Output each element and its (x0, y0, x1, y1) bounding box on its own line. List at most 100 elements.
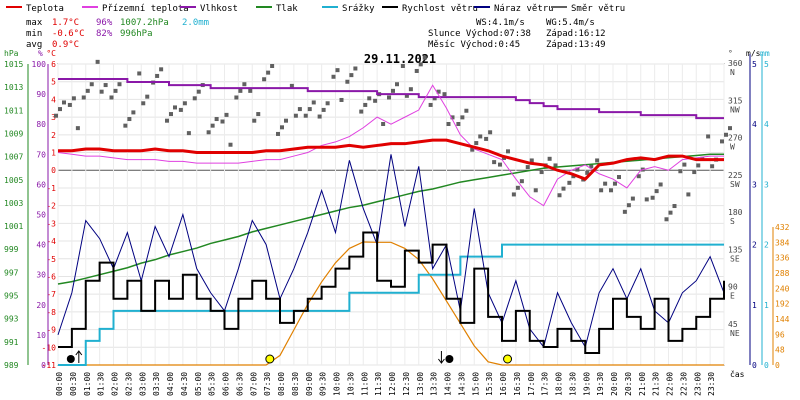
direction-name: NW (730, 105, 740, 114)
wind-direction-point (474, 141, 479, 146)
wind-direction-point (113, 88, 118, 93)
direction-axis-label: ° (728, 49, 733, 58)
humidity-tick: 90 (36, 90, 46, 99)
wind-direction-point (159, 67, 164, 72)
legend-label-1: Přízemní teplota (102, 4, 189, 14)
x-tick: 14:30 (457, 372, 466, 396)
wind-direction-point (62, 100, 66, 105)
wind-direction-point (242, 82, 247, 87)
solar-tick: 336 (775, 254, 790, 263)
wind-axis-label: m/s (746, 49, 761, 58)
x-tick: 12:30 (402, 372, 411, 396)
wind-direction-point (658, 182, 663, 187)
stat-min-temp: -0.6°C (52, 29, 85, 39)
wind-direction-point (54, 113, 58, 118)
wind-direction-point (256, 112, 261, 117)
wind-direction-point (460, 115, 465, 120)
temp-tick: -8 (46, 308, 56, 317)
wind-direction-point (484, 136, 489, 141)
wind-direction-point (599, 188, 604, 193)
wind-direction-point (636, 174, 641, 179)
wind-direction-point (519, 179, 524, 184)
wind-direction-point (428, 102, 433, 107)
x-tick: 00:30 (69, 372, 78, 396)
legend: Teplota Přízemní teplota Vlhkost Tlak Srážky… (6, 4, 625, 14)
stats-block: max 1.7°C 96% 1007.2hPa 2.0mm min -0.6°C… (26, 18, 209, 50)
x-tick: 07:30 (263, 372, 272, 396)
ground-temp-line (57, 84, 724, 207)
x-tick: 11:30 (374, 372, 383, 396)
humidity-tick: 50 (36, 211, 46, 220)
stat-avg-label: avg (26, 40, 42, 50)
stat-min-press: 996hPa (120, 29, 153, 39)
moonset-marker (445, 355, 454, 363)
humidity-tick: 10 (36, 331, 46, 340)
temp-tick: 5 (51, 78, 56, 87)
wind-direction-point (511, 192, 516, 197)
pressure-tick: 1011 (4, 106, 23, 115)
wind-direction-point (196, 89, 201, 94)
wind-direction-point (238, 88, 243, 93)
wind-tick: 3 (752, 180, 757, 189)
wind-direction-point (408, 87, 413, 92)
direction-name: N (730, 68, 735, 77)
x-axis: 00:00 00:30 01:00 01:30 02:00 02:30 03:00 03:30… (55, 369, 745, 396)
legend-label-2: Vlhkost (200, 4, 238, 14)
wind-direction-point (307, 107, 312, 112)
wind-direction-point (654, 189, 659, 194)
wind-direction-point (270, 64, 275, 68)
legend-label-7: Směr větru (571, 4, 625, 14)
temp-tick: -10 (42, 343, 57, 352)
wind-direction-point (488, 130, 493, 135)
wind-direction-point (418, 62, 423, 67)
wind-direction-point (127, 117, 132, 122)
moon-rise: Měsíc Východ:0:45 (428, 40, 520, 50)
wind-direction-point (672, 204, 677, 209)
wind-tick: 1 (752, 301, 757, 310)
wind-direction-point (321, 107, 326, 112)
wind-direction-point (58, 107, 62, 112)
x-tick: 14:00 (444, 372, 453, 396)
pressure-tick: 1013 (4, 83, 23, 92)
wind-direction-point (617, 175, 621, 180)
temp-tick: -1 (46, 184, 56, 193)
x-tick: 20:30 (624, 372, 633, 396)
x-tick: 17:00 (527, 372, 536, 396)
wind-direction-point (373, 98, 378, 103)
sun-set: Západ:16:12 (546, 29, 606, 39)
wind-direction-point (165, 118, 169, 123)
wind-direction-point (325, 101, 330, 106)
temp-tick: -3 (46, 219, 56, 228)
sun-moon-info: WS:4.1m/s WG:5.4m/s Slunce Východ:07:38 … (428, 18, 606, 50)
wind-direction-point (224, 112, 229, 117)
wind-direction-point (728, 126, 732, 131)
wind-direction-point (123, 123, 128, 128)
x-tick: 18:30 (568, 372, 577, 396)
wind-direction-point (414, 68, 419, 73)
humidity-tick: 80 (36, 120, 46, 129)
wind-direction-point (585, 170, 590, 175)
wind-direction-point (192, 96, 197, 101)
temp-tick: 1 (51, 149, 56, 158)
wind-direction-point (470, 147, 475, 152)
wind-direction-point (252, 118, 257, 123)
wind-direction-point (276, 131, 280, 136)
plot-area (54, 55, 732, 366)
wind-direction-point (228, 142, 233, 147)
temp-tick: -5 (46, 255, 56, 264)
wind-direction-point (345, 79, 350, 84)
wind-direction-point (81, 95, 86, 100)
stat-max-rain: 2.0mm (182, 18, 209, 28)
pressure-tick: 1009 (4, 129, 23, 138)
wind-direction-point (533, 188, 538, 193)
pressure-axis-label: hPa (4, 49, 19, 58)
temp-tick: 3 (51, 113, 56, 122)
x-tick: 15:00 (471, 372, 480, 396)
wind-direction-point (422, 55, 427, 60)
x-tick: 16:30 (513, 372, 522, 396)
wind-direction-point (214, 117, 219, 122)
wind-direction-point (595, 158, 600, 163)
wind-direction-point (359, 109, 364, 114)
